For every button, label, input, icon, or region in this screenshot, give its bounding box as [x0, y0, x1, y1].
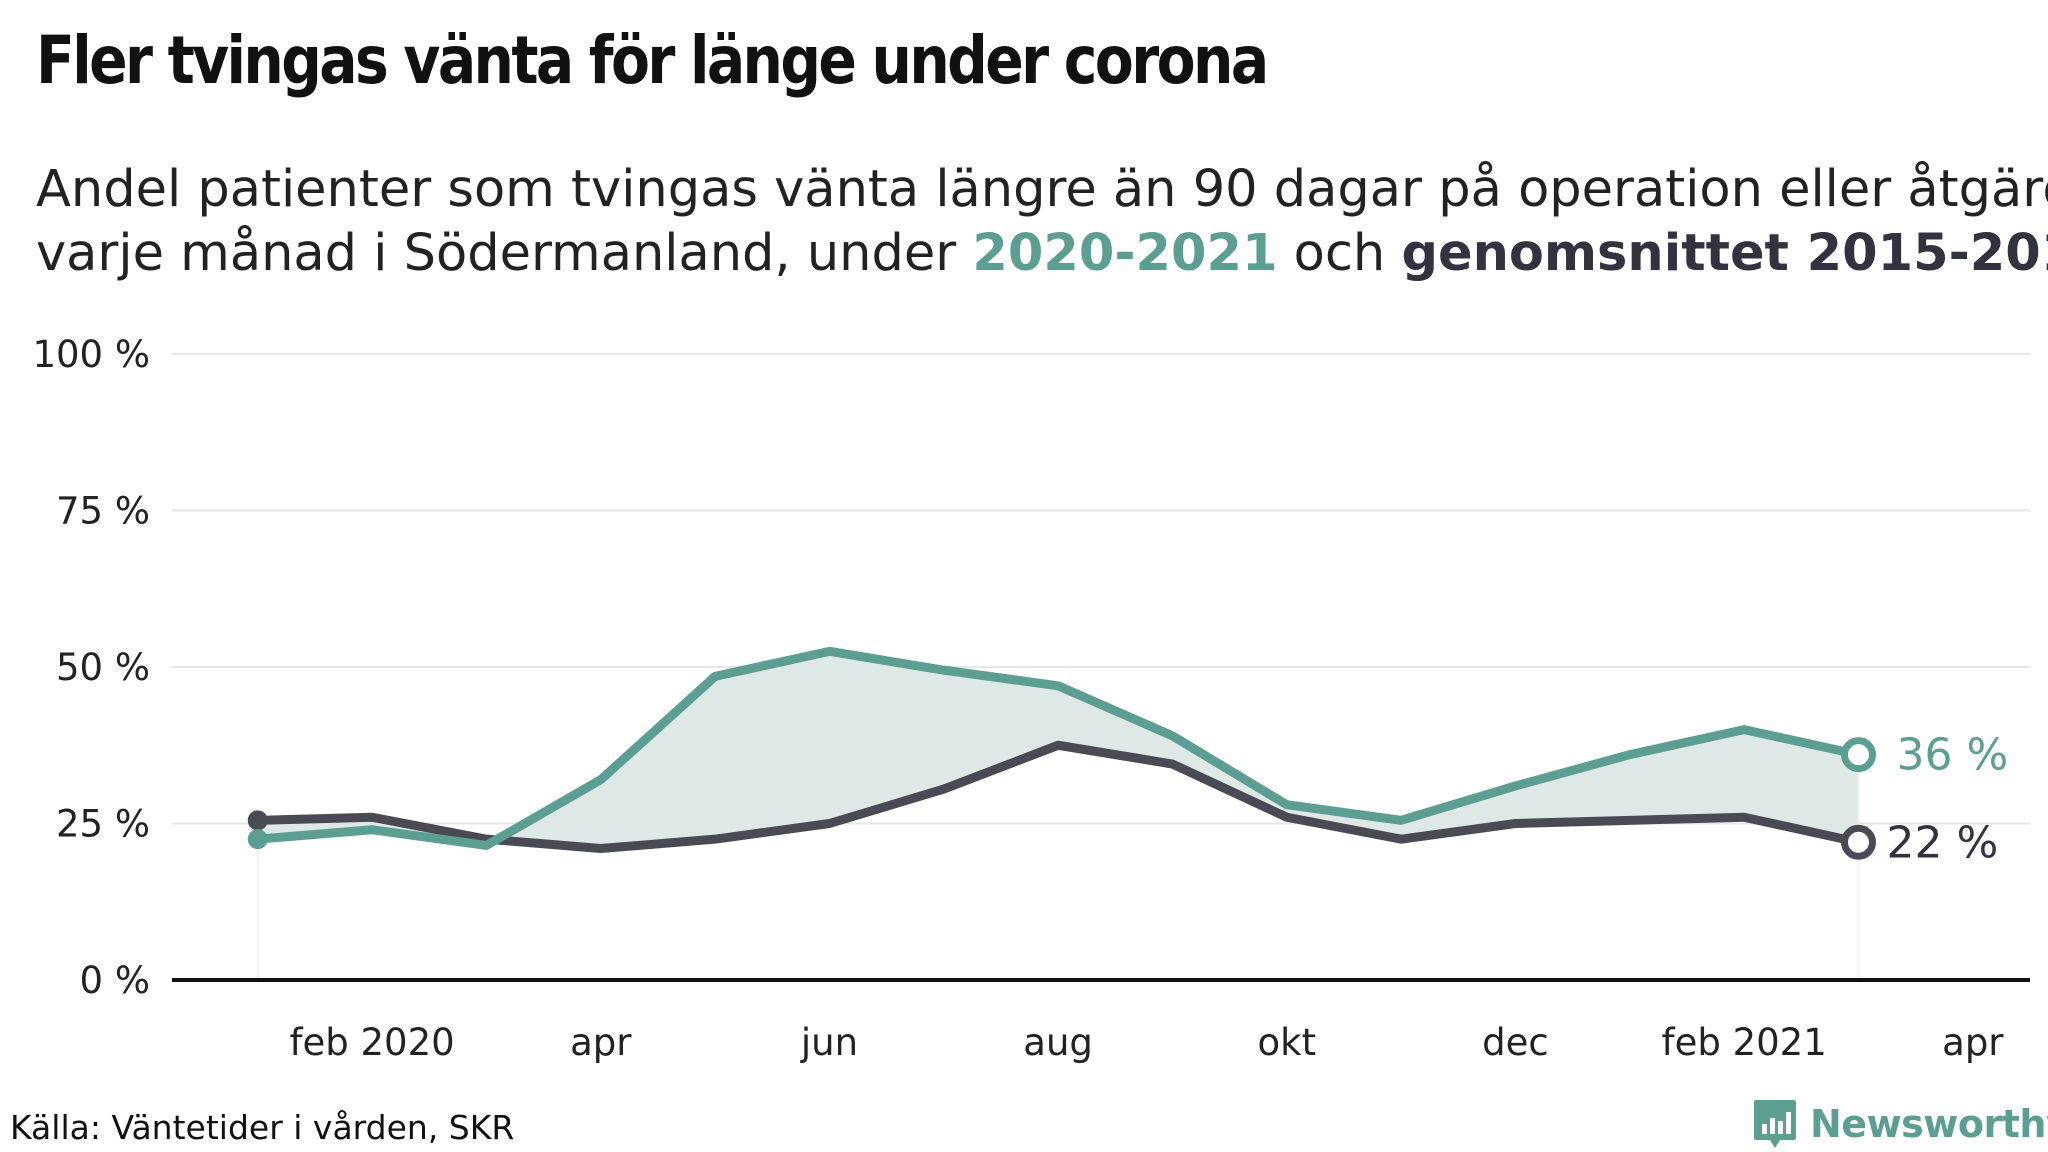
chart-title: Fler tvingas vänta för länge under coron…: [36, 22, 1269, 99]
x-tick-label: jun: [800, 1021, 858, 1064]
subtitle-connector: och: [1277, 224, 1402, 283]
x-tick-label: aug: [1023, 1021, 1093, 1064]
y-tick-label: 50 %: [56, 646, 150, 689]
y-tick-label: 25 %: [56, 803, 150, 846]
subtitle-line-2: varje månad i Södermanland, under: [36, 224, 973, 283]
average-series-line: [253, 740, 1863, 854]
y-tick-label: 0 %: [80, 959, 150, 1002]
y-tick-label: 100 %: [32, 333, 150, 376]
current-series-end-point: [1840, 737, 1876, 773]
x-tick-label: feb 2021: [1662, 1021, 1827, 1064]
subtitle-average-highlight: genomsnittet 2015-2019: [1401, 224, 2048, 283]
average-series-end-label: 22 %: [1886, 817, 1998, 868]
current-series-start-point: [247, 829, 268, 850]
source-note: Källa: Väntetider i vården, SKR: [10, 1108, 515, 1147]
subtitle-line-1: Andel patienter som tvingas vänta längre…: [36, 160, 2048, 219]
y-tick-label: 75 %: [56, 490, 150, 533]
x-tick-label: apr: [1942, 1021, 2004, 1064]
subtitle-series-highlight: 2020-2021: [972, 224, 1278, 283]
current-series-end-label: 36 %: [1896, 730, 2008, 781]
average-series-end-point: [1840, 824, 1876, 860]
newsworthy-logo-icon: [1754, 1100, 1796, 1148]
x-tick-label: okt: [1258, 1021, 1317, 1064]
current-series-line: [253, 646, 1863, 850]
x-tick-label: dec: [1482, 1021, 1549, 1064]
chart-subtitle: Andel patienter som tvingas vänta längre…: [36, 158, 2048, 286]
brand-name: Newsworthy: [1810, 1102, 2048, 1146]
average-series-start-point: [247, 810, 268, 831]
x-tick-label: feb 2020: [289, 1021, 454, 1064]
brand-logo: Newsworthy: [1752, 1098, 2048, 1150]
x-tick-label: apr: [570, 1021, 632, 1064]
difference-area: [257, 651, 1859, 849]
